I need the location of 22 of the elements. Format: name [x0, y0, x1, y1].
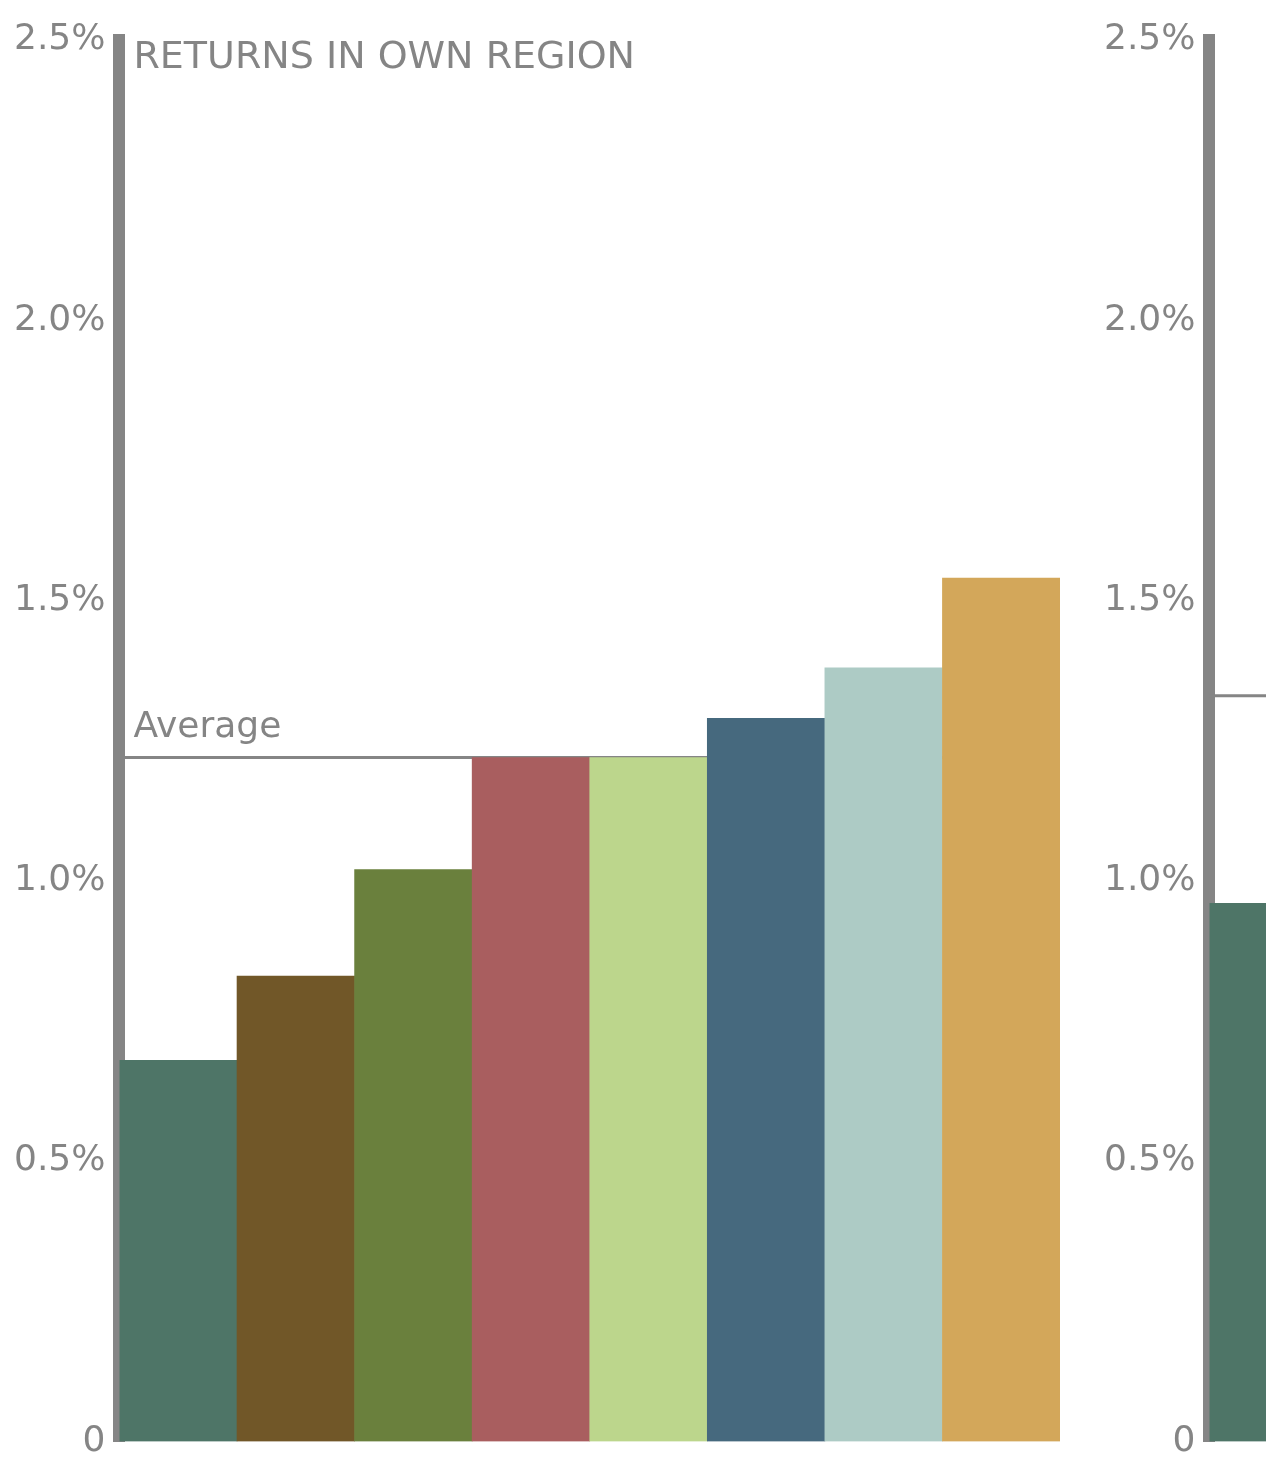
chart-title: RETURNS IN OWN REGION [133, 32, 636, 77]
y-tick-label: 2.5% [13, 16, 106, 58]
ref-line-label: Average [133, 703, 282, 745]
y-tick-label: 1.0% [1103, 857, 1196, 899]
y-tick-label: 0 [82, 1417, 106, 1459]
bar [589, 757, 708, 1442]
bar [354, 869, 473, 1442]
bar [471, 757, 591, 1442]
y-tick-label: 2.5% [1103, 16, 1196, 58]
bar [119, 1059, 238, 1442]
bar [942, 577, 1060, 1442]
y-tick-label: 2.0% [13, 296, 106, 338]
y-tick-label: 0.5% [13, 1137, 106, 1179]
bar [236, 975, 355, 1442]
y-tick-label: 2.0% [1103, 296, 1196, 338]
y-tick-label: 0.5% [1103, 1137, 1196, 1179]
y-tick-label: 1.5% [1103, 576, 1196, 618]
bar [706, 717, 826, 1442]
bar [824, 667, 943, 1442]
y-tick-label: 1.0% [13, 857, 106, 899]
y-tick-label: 1.5% [13, 576, 106, 618]
y-tick-label: 0 [1172, 1417, 1196, 1459]
